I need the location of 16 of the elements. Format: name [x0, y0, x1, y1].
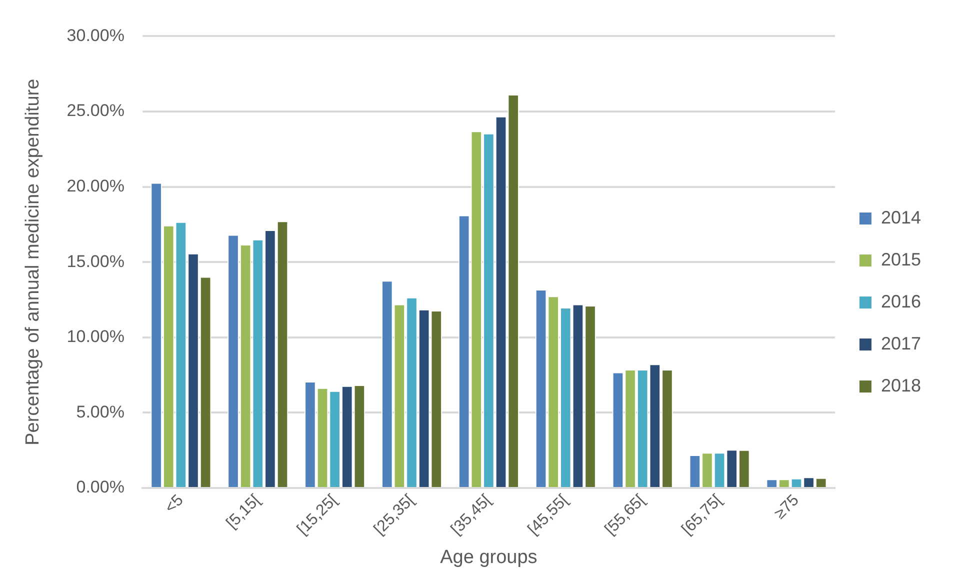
y-tick-label: 5.00%: [76, 402, 124, 422]
y-tick-label: 25.00%: [66, 101, 124, 120]
legend-label: 2016: [880, 291, 922, 312]
x-axis-title: Age groups: [440, 546, 538, 568]
legend-label: 2017: [880, 333, 922, 354]
y-tick-label: 30.00%: [66, 26, 124, 45]
y-tick-label: 15.00%: [66, 252, 124, 271]
legend-label: 2015: [880, 249, 922, 270]
legend-label: 2018: [880, 375, 922, 396]
legend-label: 2014: [880, 207, 922, 228]
y-tick-label: 10.00%: [66, 327, 124, 346]
y-tick-label: 20.00%: [66, 176, 124, 196]
y-axis-title: Percentage of annual medicine expenditure: [22, 78, 44, 446]
x-tick-label: <5: [162, 492, 187, 517]
x-tick-label: ≥75: [772, 492, 802, 523]
y-tick-label: 0.00%: [76, 478, 124, 497]
